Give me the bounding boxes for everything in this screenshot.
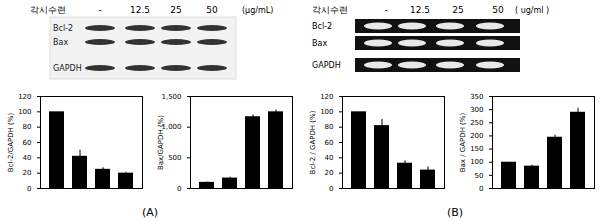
svg-text:Bax: Bax <box>312 39 327 48</box>
svg-text:500: 500 <box>168 154 181 162</box>
svg-text:150: 150 <box>470 145 483 153</box>
svg-text:1,500: 1,500 <box>161 93 181 101</box>
svg-text:120: 120 <box>320 93 333 101</box>
svg-text:300: 300 <box>470 106 483 114</box>
svg-text:Bax/GAPDH (%): Bax/GAPDH (%) <box>157 115 165 170</box>
svg-text:40: 40 <box>23 154 32 162</box>
svg-text:20: 20 <box>23 169 32 177</box>
svg-text:Bcl-2: Bcl-2 <box>53 24 73 33</box>
svg-text:(B): (B) <box>447 206 463 219</box>
svg-text:-: - <box>384 5 387 15</box>
svg-text:100: 100 <box>470 158 483 166</box>
svg-text:80: 80 <box>325 123 334 131</box>
svg-text:50: 50 <box>492 5 504 15</box>
svg-text:1,000: 1,000 <box>161 123 182 132</box>
svg-text:350: 350 <box>470 93 483 101</box>
svg-text:0: 0 <box>177 185 181 193</box>
svg-text:100: 100 <box>18 108 31 116</box>
svg-text:각시수련: 각시수련 <box>312 5 348 15</box>
svg-text:GAPDH: GAPDH <box>312 61 341 70</box>
svg-text:GAPDH: GAPDH <box>53 64 82 73</box>
svg-text:250: 250 <box>470 119 483 127</box>
svg-text:Bcl-2: Bcl-2 <box>312 22 332 31</box>
svg-text:0: 0 <box>329 185 333 193</box>
svg-text:200: 200 <box>470 132 483 140</box>
svg-text:0: 0 <box>479 185 483 193</box>
svg-text:50: 50 <box>475 172 484 180</box>
svg-text:Bax / GAPDH (%): Bax / GAPDH (%) <box>459 113 467 173</box>
svg-text:Bcl-2 / GAPDH (%): Bcl-2 / GAPDH (%) <box>309 110 317 174</box>
svg-text:12.5: 12.5 <box>130 5 150 15</box>
svg-text:80: 80 <box>23 123 32 131</box>
svg-text:25: 25 <box>452 5 463 15</box>
svg-text:(μg/mL): (μg/mL) <box>242 6 273 15</box>
svg-text:40: 40 <box>325 154 334 162</box>
svg-text:( ug/ml ): ( ug/ml ) <box>515 6 549 15</box>
svg-text:(A): (A) <box>142 206 158 219</box>
svg-text:Bcl-2/GAPDH (%): Bcl-2/GAPDH (%) <box>7 113 15 173</box>
svg-text:20: 20 <box>325 169 334 177</box>
svg-text:60: 60 <box>23 139 32 147</box>
svg-text:각시수련: 각시수련 <box>30 5 66 15</box>
svg-text:100: 100 <box>320 108 333 116</box>
svg-text:-: - <box>98 5 101 15</box>
svg-text:50: 50 <box>206 5 218 15</box>
svg-text:25: 25 <box>170 5 181 15</box>
svg-text:60: 60 <box>325 139 334 147</box>
svg-text:120: 120 <box>18 93 31 101</box>
svg-text:Bax: Bax <box>53 38 68 47</box>
svg-text:12.5: 12.5 <box>410 5 430 15</box>
svg-text:0: 0 <box>27 185 31 193</box>
